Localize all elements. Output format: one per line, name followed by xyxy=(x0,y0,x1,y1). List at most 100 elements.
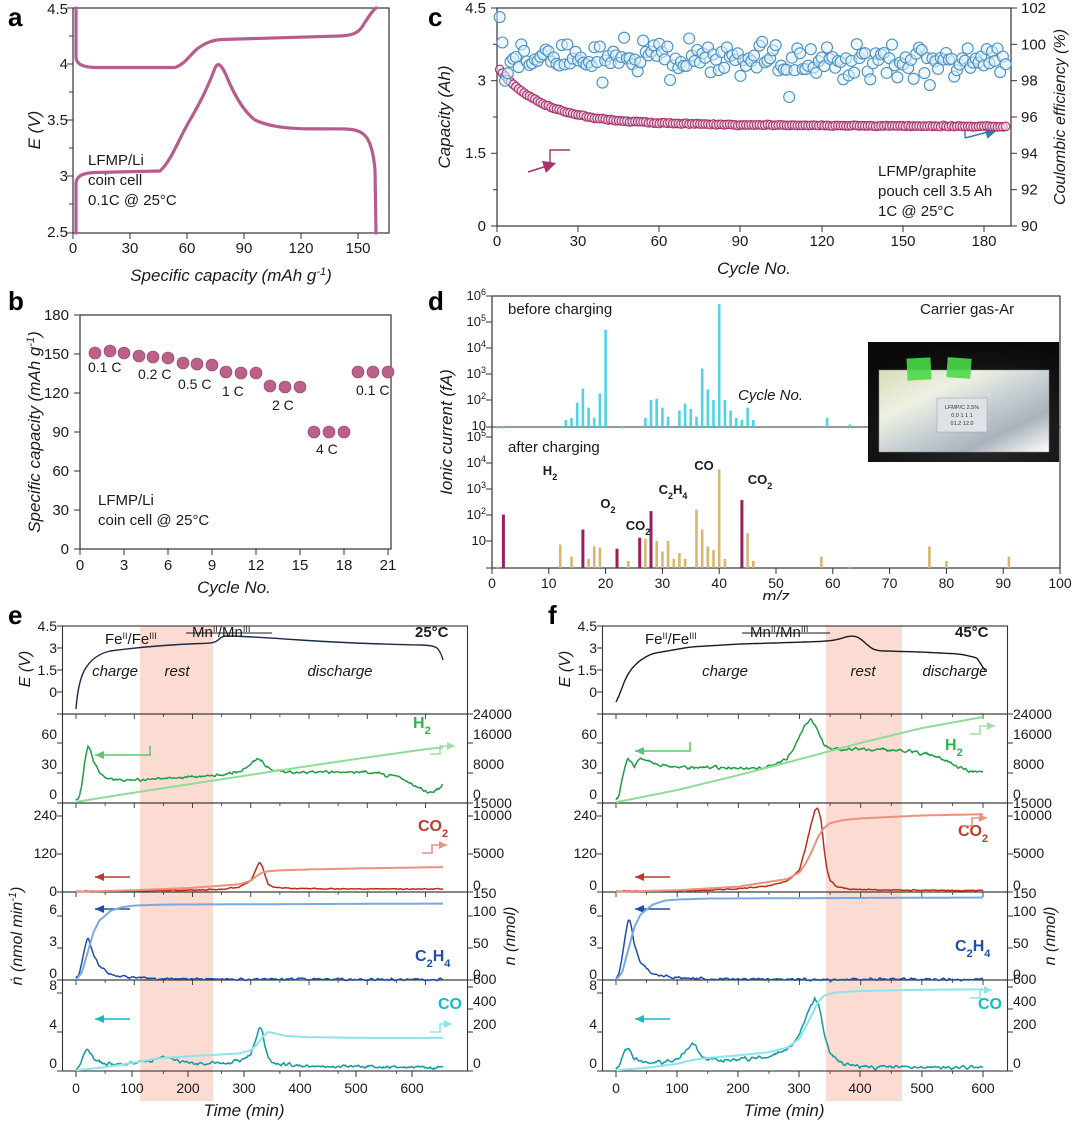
svg-text:60: 60 xyxy=(179,240,196,257)
svg-text:H2: H2 xyxy=(543,463,557,482)
svg-text:600: 600 xyxy=(473,971,497,987)
svg-text:4.5: 4.5 xyxy=(38,618,58,634)
svg-text:12: 12 xyxy=(248,557,265,574)
svg-text:300: 300 xyxy=(787,1080,811,1096)
svg-text:CO2: CO2 xyxy=(626,518,651,537)
svg-text:60: 60 xyxy=(825,575,841,591)
svg-text:CO: CO xyxy=(694,458,714,473)
svg-text:0: 0 xyxy=(69,240,77,257)
svg-text:120: 120 xyxy=(44,385,69,402)
svg-text:0: 0 xyxy=(473,1055,481,1071)
svg-text:4: 4 xyxy=(60,56,68,73)
svg-text:discharge: discharge xyxy=(922,663,987,680)
svg-text:01.2 12.0: 01.2 12.0 xyxy=(951,421,974,427)
svg-text:charge: charge xyxy=(92,663,138,680)
svg-text:0: 0 xyxy=(72,1080,80,1096)
svg-text:60: 60 xyxy=(41,726,57,742)
svg-text:600: 600 xyxy=(971,1080,995,1096)
svg-text:18: 18 xyxy=(336,557,353,574)
svg-text:charge: charge xyxy=(702,663,748,680)
svg-text:103: 103 xyxy=(467,365,486,381)
svg-text:FeII/FeIII: FeII/FeIII xyxy=(645,631,697,648)
svg-text:15000: 15000 xyxy=(1013,795,1052,811)
svg-text:240: 240 xyxy=(574,807,598,823)
svg-text:70: 70 xyxy=(882,575,898,591)
svg-text:1 C: 1 C xyxy=(222,383,244,399)
svg-text:CO2: CO2 xyxy=(418,818,448,840)
svg-text:0: 0 xyxy=(1013,1055,1021,1071)
svg-text:104: 104 xyxy=(467,454,486,470)
svg-text:21: 21 xyxy=(380,557,397,574)
svg-text:C2H4: C2H4 xyxy=(955,938,991,960)
svg-text:50: 50 xyxy=(473,935,489,951)
svg-text:90: 90 xyxy=(52,424,69,441)
svg-text:E (V): E (V) xyxy=(25,111,44,150)
svg-text:150: 150 xyxy=(44,346,69,363)
svg-text:90: 90 xyxy=(236,240,253,257)
svg-text:10: 10 xyxy=(541,575,557,591)
svg-text:104: 104 xyxy=(467,339,486,355)
svg-text:150: 150 xyxy=(890,233,915,250)
svg-text:100: 100 xyxy=(665,1080,689,1096)
svg-text:Time (min): Time (min) xyxy=(743,1101,824,1120)
svg-text:0: 0 xyxy=(49,1055,57,1071)
svg-text:150: 150 xyxy=(473,885,497,901)
svg-text:60: 60 xyxy=(581,726,597,742)
svg-text:120: 120 xyxy=(34,845,58,861)
svg-text:0: 0 xyxy=(612,1080,620,1096)
svg-text:40: 40 xyxy=(711,575,727,591)
svg-text:120: 120 xyxy=(574,845,598,861)
svg-text:105: 105 xyxy=(467,313,486,329)
svg-text:105: 105 xyxy=(467,428,486,444)
svg-text:CO2: CO2 xyxy=(748,472,773,491)
svg-text:600: 600 xyxy=(400,1080,424,1096)
svg-text:H2: H2 xyxy=(413,715,431,737)
svg-text:discharge: discharge xyxy=(307,663,372,680)
svg-text:rest: rest xyxy=(850,663,876,680)
svg-text:500: 500 xyxy=(344,1080,368,1096)
svg-text:500: 500 xyxy=(910,1080,934,1096)
svg-text:ṅ (nmol min-1): ṅ (nmol min-1) xyxy=(7,887,26,986)
svg-text:15000: 15000 xyxy=(473,795,512,811)
svg-text:2 C: 2 C xyxy=(272,397,294,413)
svg-text:n (nmol): n (nmol) xyxy=(502,907,519,966)
svg-text:Cycle No.: Cycle No. xyxy=(717,259,791,278)
svg-text:Ionic current (fA): Ionic current (fA) xyxy=(437,369,456,495)
svg-text:3.5: 3.5 xyxy=(47,112,68,129)
svg-text:4.5: 4.5 xyxy=(47,1,68,18)
svg-text:200: 200 xyxy=(473,1016,497,1032)
svg-text:16000: 16000 xyxy=(473,726,512,742)
svg-text:0: 0 xyxy=(589,1055,597,1071)
svg-text:1.5: 1.5 xyxy=(578,662,598,678)
svg-text:E (V): E (V) xyxy=(557,651,574,687)
svg-text:100: 100 xyxy=(473,903,497,919)
svg-text:4: 4 xyxy=(589,1016,597,1032)
svg-text:FeII/FeIII: FeII/FeIII xyxy=(105,631,157,648)
svg-text:300: 300 xyxy=(232,1080,256,1096)
svg-text:5000: 5000 xyxy=(1013,845,1044,861)
svg-text:120: 120 xyxy=(288,240,313,257)
svg-text:30: 30 xyxy=(52,502,69,519)
svg-text:60: 60 xyxy=(651,233,668,250)
svg-text:Cycle No.: Cycle No. xyxy=(738,387,803,404)
svg-text:30: 30 xyxy=(581,756,597,772)
svg-text:200: 200 xyxy=(1013,1016,1037,1032)
svg-text:102: 102 xyxy=(467,506,486,522)
svg-text:0.0 1 1 1: 0.0 1 1 1 xyxy=(951,413,972,419)
svg-text:200: 200 xyxy=(176,1080,200,1096)
svg-text:LFMP/Li: LFMP/Li xyxy=(88,152,144,169)
svg-text:pouch cell 3.5 Ah: pouch cell 3.5 Ah xyxy=(878,183,992,200)
svg-text:0: 0 xyxy=(493,233,501,250)
svg-text:400: 400 xyxy=(1013,993,1037,1009)
svg-text:5000: 5000 xyxy=(473,845,504,861)
svg-text:0: 0 xyxy=(49,684,57,700)
svg-text:3: 3 xyxy=(589,933,597,949)
svg-text:200: 200 xyxy=(726,1080,750,1096)
svg-text:400: 400 xyxy=(848,1080,872,1096)
svg-text:180: 180 xyxy=(971,233,996,250)
svg-text:4: 4 xyxy=(49,1016,57,1032)
svg-text:102: 102 xyxy=(467,391,486,407)
svg-text:3: 3 xyxy=(49,640,57,656)
svg-text:30: 30 xyxy=(655,575,671,591)
svg-text:6: 6 xyxy=(49,901,57,917)
